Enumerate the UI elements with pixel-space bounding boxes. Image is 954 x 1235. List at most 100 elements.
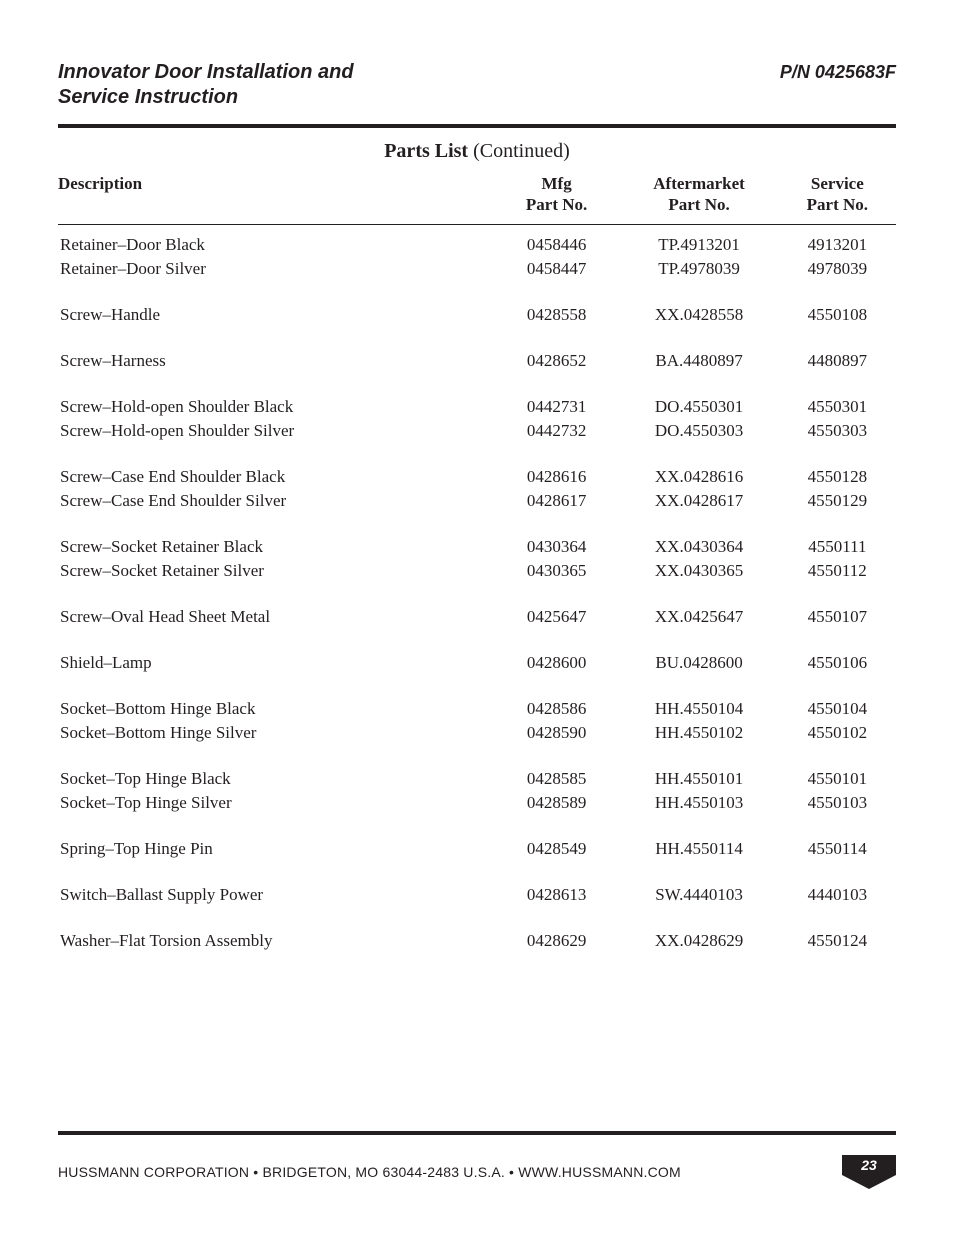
table-row: Screw–Case End Shoulder Black0428616XX.0… bbox=[58, 443, 896, 489]
cell-aftermarket: HH.4550101 bbox=[619, 745, 778, 791]
cell-service: 4480897 bbox=[779, 327, 896, 373]
table-row: Screw–Socket Retainer Black0430364XX.043… bbox=[58, 513, 896, 559]
cell-service: 4550102 bbox=[779, 721, 896, 745]
cell-service: 4550101 bbox=[779, 745, 896, 791]
cell-aftermarket: XX.0428616 bbox=[619, 443, 778, 489]
cell-description: Washer–Flat Torsion Assembly bbox=[58, 907, 494, 953]
footer-text: HUSSMANN CORPORATION • BRIDGETON, MO 630… bbox=[58, 1164, 681, 1180]
col-description: Description bbox=[58, 169, 494, 224]
table-row: Socket–Bottom Hinge Black0428586HH.45501… bbox=[58, 675, 896, 721]
cell-description: Retainer–Door Silver bbox=[58, 257, 494, 281]
doc-title: Innovator Door Installation and Service … bbox=[58, 60, 354, 110]
cell-description: Switch–Ballast Supply Power bbox=[58, 861, 494, 907]
cell-service: 4550114 bbox=[779, 815, 896, 861]
cell-description: Socket–Bottom Hinge Silver bbox=[58, 721, 494, 745]
cell-aftermarket: XX.0428629 bbox=[619, 907, 778, 953]
cell-description: Socket–Top Hinge Black bbox=[58, 745, 494, 791]
cell-description: Spring–Top Hinge Pin bbox=[58, 815, 494, 861]
table-row: Retainer–Door Silver0458447TP.4978039497… bbox=[58, 257, 896, 281]
cell-aftermarket: XX.0425647 bbox=[619, 583, 778, 629]
table-row: Screw–Harness0428652BA.44808974480897 bbox=[58, 327, 896, 373]
table-header-row: Description Mfg Part No. Aftermarket Par… bbox=[58, 169, 896, 224]
cell-mfg: 0425647 bbox=[494, 583, 620, 629]
cell-service: 4913201 bbox=[779, 224, 896, 257]
cell-service: 4550112 bbox=[779, 559, 896, 583]
cell-mfg: 0458446 bbox=[494, 224, 620, 257]
cell-description: Shield–Lamp bbox=[58, 629, 494, 675]
cell-mfg: 0428613 bbox=[494, 861, 620, 907]
cell-mfg: 0428586 bbox=[494, 675, 620, 721]
footer-row: HUSSMANN CORPORATION • BRIDGETON, MO 630… bbox=[58, 1155, 896, 1189]
cell-service: 4550104 bbox=[779, 675, 896, 721]
cell-aftermarket: HH.4550102 bbox=[619, 721, 778, 745]
page-header: Innovator Door Installation and Service … bbox=[58, 60, 896, 110]
cell-service: 4978039 bbox=[779, 257, 896, 281]
table-row: Screw–Case End Shoulder Silver0428617XX.… bbox=[58, 489, 896, 513]
cell-service: 4550103 bbox=[779, 791, 896, 815]
table-row: Screw–Hold-open Shoulder Silver0442732DO… bbox=[58, 419, 896, 443]
cell-aftermarket: DO.4550303 bbox=[619, 419, 778, 443]
table-row: Screw–Hold-open Shoulder Black0442731DO.… bbox=[58, 373, 896, 419]
parts-list-title-suffix: (Continued) bbox=[473, 140, 570, 162]
cell-aftermarket: TP.4913201 bbox=[619, 224, 778, 257]
cell-aftermarket: HH.4550104 bbox=[619, 675, 778, 721]
doc-title-line1: Innovator Door Installation and bbox=[58, 61, 354, 83]
cell-aftermarket: DO.4550301 bbox=[619, 373, 778, 419]
cell-mfg: 0428617 bbox=[494, 489, 620, 513]
cell-description: Screw–Hold-open Shoulder Silver bbox=[58, 419, 494, 443]
cell-description: Screw–Hold-open Shoulder Black bbox=[58, 373, 494, 419]
cell-description: Screw–Oval Head Sheet Metal bbox=[58, 583, 494, 629]
col-mfg: Mfg Part No. bbox=[494, 169, 620, 224]
page-number: 23 bbox=[842, 1155, 896, 1175]
cell-service: 4550111 bbox=[779, 513, 896, 559]
cell-aftermarket: BA.4480897 bbox=[619, 327, 778, 373]
doc-title-line2: Service Instruction bbox=[58, 86, 238, 108]
cell-aftermarket: TP.4978039 bbox=[619, 257, 778, 281]
cell-description: Screw–Socket Retainer Black bbox=[58, 513, 494, 559]
cell-service: 4550128 bbox=[779, 443, 896, 489]
cell-service: 4550108 bbox=[779, 281, 896, 327]
table-row: Retainer–Door Black0458446TP.49132014913… bbox=[58, 224, 896, 257]
col-aftermarket: Aftermarket Part No. bbox=[619, 169, 778, 224]
cell-aftermarket: HH.4550114 bbox=[619, 815, 778, 861]
cell-description: Screw–Handle bbox=[58, 281, 494, 327]
cell-service: 4440103 bbox=[779, 861, 896, 907]
cell-aftermarket: BU.0428600 bbox=[619, 629, 778, 675]
cell-description: Socket–Top Hinge Silver bbox=[58, 791, 494, 815]
cell-mfg: 0428652 bbox=[494, 327, 620, 373]
parts-list-title: Parts List (Continued) bbox=[58, 140, 896, 163]
table-row: Socket–Top Hinge Black0428585HH.45501014… bbox=[58, 745, 896, 791]
cell-aftermarket: XX.0430364 bbox=[619, 513, 778, 559]
header-rule bbox=[58, 124, 896, 128]
cell-mfg: 0458447 bbox=[494, 257, 620, 281]
cell-mfg: 0428585 bbox=[494, 745, 620, 791]
parts-table: Description Mfg Part No. Aftermarket Par… bbox=[58, 169, 896, 953]
cell-service: 4550107 bbox=[779, 583, 896, 629]
cell-mfg: 0442732 bbox=[494, 419, 620, 443]
cell-mfg: 0428629 bbox=[494, 907, 620, 953]
table-row: Spring–Top Hinge Pin0428549HH.4550114455… bbox=[58, 815, 896, 861]
cell-service: 4550124 bbox=[779, 907, 896, 953]
cell-service: 4550129 bbox=[779, 489, 896, 513]
cell-mfg: 0430364 bbox=[494, 513, 620, 559]
cell-mfg: 0430365 bbox=[494, 559, 620, 583]
cell-service: 4550303 bbox=[779, 419, 896, 443]
cell-aftermarket: XX.0428617 bbox=[619, 489, 778, 513]
cell-mfg: 0442731 bbox=[494, 373, 620, 419]
cell-mfg: 0428616 bbox=[494, 443, 620, 489]
col-service: Service Part No. bbox=[779, 169, 896, 224]
cell-description: Screw–Harness bbox=[58, 327, 494, 373]
cell-service: 4550106 bbox=[779, 629, 896, 675]
table-row: Screw–Oval Head Sheet Metal0425647XX.042… bbox=[58, 583, 896, 629]
cell-aftermarket: HH.4550103 bbox=[619, 791, 778, 815]
table-row: Shield–Lamp0428600BU.04286004550106 bbox=[58, 629, 896, 675]
cell-description: Screw–Case End Shoulder Silver bbox=[58, 489, 494, 513]
cell-description: Screw–Socket Retainer Silver bbox=[58, 559, 494, 583]
table-row: Washer–Flat Torsion Assembly0428629XX.04… bbox=[58, 907, 896, 953]
page-number-triangle-icon bbox=[842, 1175, 896, 1189]
cell-description: Retainer–Door Black bbox=[58, 224, 494, 257]
part-number: P/N 0425683F bbox=[780, 62, 896, 83]
table-row: Socket–Bottom Hinge Silver0428590HH.4550… bbox=[58, 721, 896, 745]
cell-service: 4550301 bbox=[779, 373, 896, 419]
table-row: Switch–Ballast Supply Power0428613SW.444… bbox=[58, 861, 896, 907]
